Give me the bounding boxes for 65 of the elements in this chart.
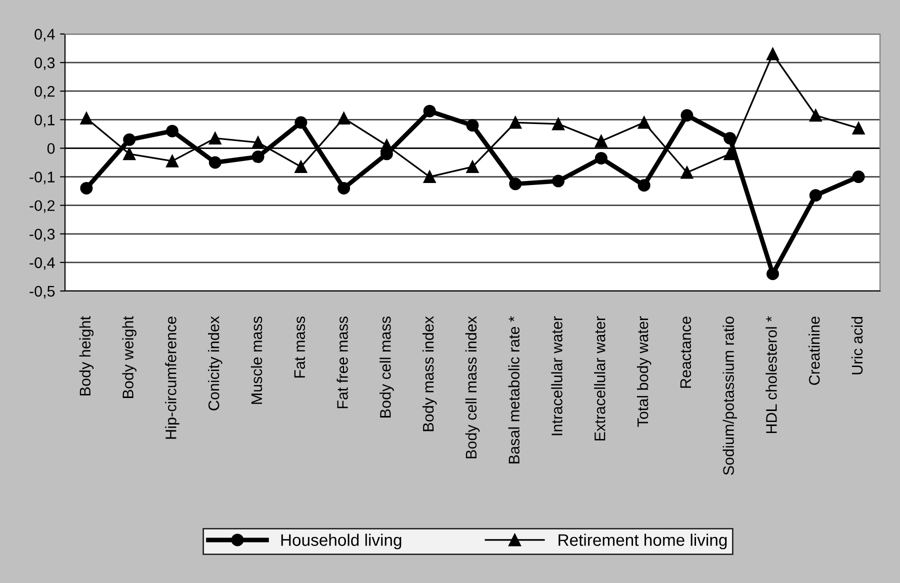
x-tick-label: Hip-circumference (165, 316, 180, 439)
x-tick-label: Sodium/potassium ratio (722, 316, 737, 475)
point (680, 109, 694, 122)
y-tick-label: 0,2 (34, 86, 55, 99)
y-tick-label: -0,4 (30, 257, 55, 270)
point (552, 174, 565, 188)
point (594, 152, 608, 164)
point (466, 160, 479, 174)
point (638, 179, 650, 192)
point (638, 116, 650, 129)
point (509, 116, 522, 129)
point (852, 170, 865, 184)
x-tick-label: Body cell mass index (465, 316, 480, 458)
point (852, 122, 865, 134)
point (166, 154, 178, 168)
point (80, 182, 93, 194)
y-tick-label: -0,5 (30, 286, 55, 298)
point (208, 156, 222, 169)
point (123, 148, 136, 160)
y-tick-label: -0,2 (30, 200, 55, 213)
point (766, 268, 780, 280)
x-tick-label: Intracellular water (551, 316, 562, 436)
y-tick-label: -0,3 (30, 228, 55, 242)
point (166, 124, 178, 138)
x-tick-label: Body height (79, 316, 94, 396)
y-tick-label: 0,4 (34, 28, 55, 42)
x-tick-label: HDL cholesterol * (766, 316, 777, 434)
point (338, 112, 350, 124)
point (423, 170, 436, 184)
x-tick-label: Creatinine (808, 316, 820, 385)
y-tick-label: 0,1 (34, 114, 55, 128)
x-tick-label: Total body water (636, 316, 652, 427)
point (552, 118, 565, 130)
point (766, 48, 780, 60)
x-tick-label: Uric acid (851, 316, 863, 374)
y-tick-label: -0,1 (30, 172, 55, 184)
legend-label: Household living (281, 534, 402, 550)
point (294, 160, 308, 174)
x-tick-label: Extracellular water (594, 316, 606, 440)
point (809, 109, 822, 122)
point (809, 189, 822, 202)
point (123, 133, 136, 146)
x-tick-label: Fat mass (294, 316, 306, 378)
point (594, 134, 608, 148)
x-tick-label: Reactance (680, 316, 692, 388)
point (680, 166, 694, 179)
x-tick-label: Muscle mass (250, 316, 262, 404)
point (338, 182, 350, 194)
x-tick-label: Body weight (122, 316, 136, 398)
x-tick-label: Fat free mass (336, 316, 348, 408)
point (423, 104, 436, 118)
point (80, 112, 93, 124)
point (466, 119, 479, 132)
x-tick-label: Body cell mass (380, 316, 394, 418)
x-tick-label: Body mass index (422, 316, 437, 432)
y-tick-label: 0,3 (34, 57, 55, 70)
point (208, 132, 222, 144)
x-tick-label: Basal metabolic rate * (508, 316, 520, 464)
y-tick-label: 0 (47, 143, 55, 154)
point (252, 150, 264, 164)
x-tick-label: Conicity index (208, 316, 222, 410)
point (509, 178, 522, 190)
legend-label: Retirement home living (558, 534, 727, 550)
point (724, 132, 736, 144)
point (294, 116, 308, 129)
